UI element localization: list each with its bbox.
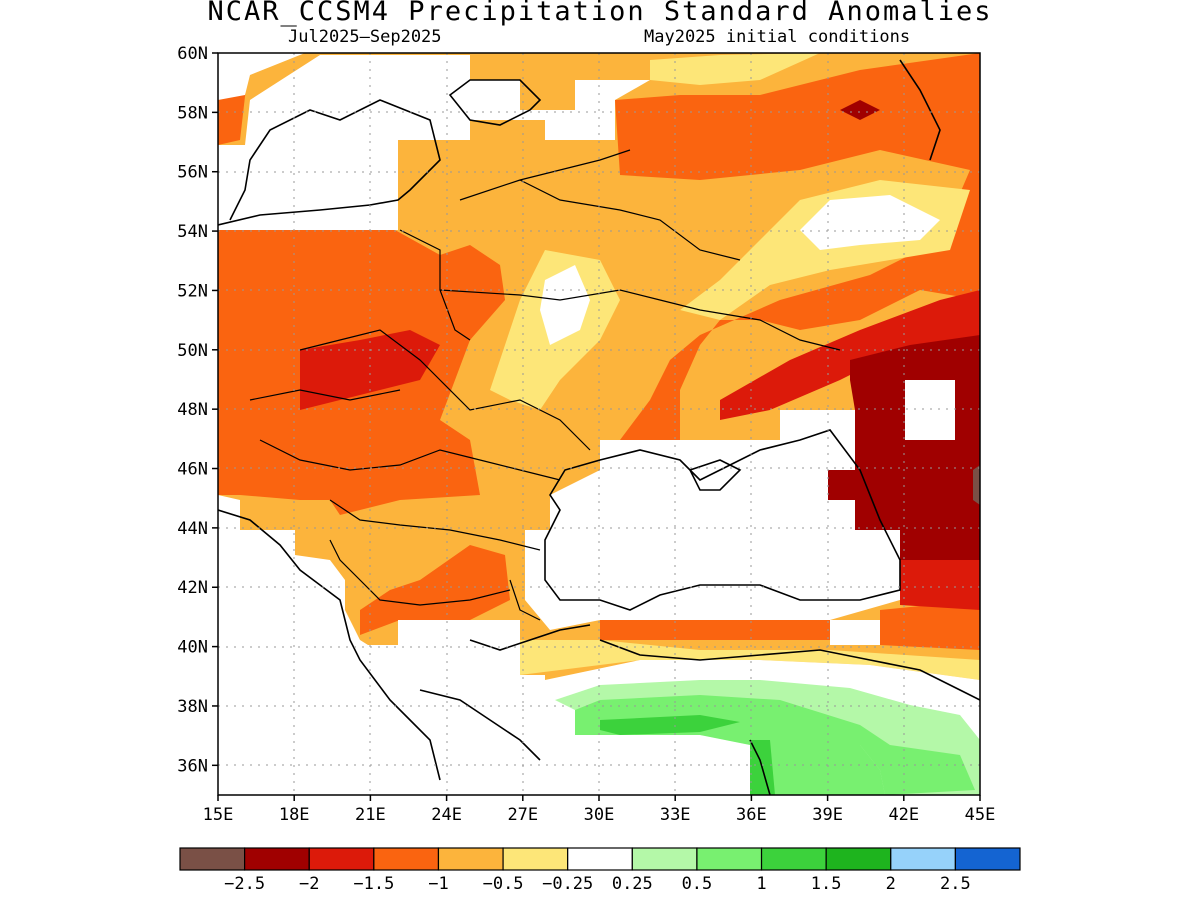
colorbar-label: 2.5	[940, 874, 971, 894]
lat-tick-label: 40N	[177, 638, 208, 658]
colorbar-swatch	[308, 847, 375, 871]
colorbar-swatch	[696, 847, 763, 871]
lat-tick-label: 54N	[177, 222, 208, 242]
colorbar-swatch	[631, 847, 698, 871]
colorbar: −2.5 −2 −1.5 −1 −0.5 −0.25 0.25 0.5 1 1.5 2 2.5	[179, 847, 1021, 894]
colorbar-swatch	[502, 847, 569, 871]
colorbar-swatch	[954, 847, 1021, 871]
lat-tick-label: 36N	[177, 756, 208, 776]
lat-tick-label: 44N	[177, 519, 208, 539]
lat-tick-label: 50N	[177, 341, 208, 361]
colorbar-label: −2	[299, 874, 319, 894]
lon-tick-label: 18E	[279, 805, 310, 825]
lon-tick-label: 15E	[203, 805, 234, 825]
initial-conditions: May2025 initial conditions	[644, 27, 911, 47]
lat-tick-label: 42N	[177, 578, 208, 598]
lat-tick-label: 56N	[177, 163, 208, 183]
lat-tick-label: 58N	[177, 103, 208, 123]
colorbar-label: −0.5	[483, 874, 524, 894]
colorbar-label: −1.5	[353, 874, 394, 894]
lon-tick-label: 30E	[584, 805, 615, 825]
lon-tick-label: 27E	[507, 805, 538, 825]
anomaly-field	[218, 53, 980, 795]
lat-tick-label: 60N	[177, 44, 208, 64]
lat-tick-label: 48N	[177, 400, 208, 420]
country-borders	[249, 149, 841, 621]
colorbar-swatch	[825, 847, 892, 871]
colorbar-label: 2	[886, 874, 896, 894]
coastlines	[218, 59, 980, 795]
colorbar-label: −0.25	[542, 874, 593, 894]
lon-tick-label: 42E	[888, 805, 919, 825]
colorbar-label: −2.5	[224, 874, 265, 894]
colorbar-swatch	[179, 847, 246, 871]
colorbar-label: 0.25	[612, 874, 653, 894]
colorbar-label: −1	[428, 874, 448, 894]
lon-tick-label: 33E	[660, 805, 691, 825]
lon-tick-label: 39E	[812, 805, 843, 825]
lon-tick-label: 24E	[431, 805, 462, 825]
forecast-period: Jul2025–Sep2025	[288, 27, 442, 47]
lat-tick-label: 52N	[177, 281, 208, 301]
colorbar-label: 0.5	[682, 874, 713, 894]
colorbar-label: 1	[756, 874, 766, 894]
latitude-axis: 60N 58N 56N 54N 52N 50N 48N 46N 44N 42N 40N 38N 36N	[177, 44, 218, 776]
longitude-axis: 15E 18E 21E 24E 27E 30E 33E 36E 39E 42E 45E	[203, 795, 996, 825]
colorbar-swatch	[437, 847, 504, 871]
lon-tick-label: 45E	[965, 805, 996, 825]
lon-tick-label: 36E	[736, 805, 767, 825]
colorbar-swatch	[567, 847, 633, 871]
lat-tick-label: 46N	[177, 460, 208, 480]
map-title: NCAR_CCSM4 Precipitation Standard Anomal…	[207, 0, 993, 27]
colorbar-label: 1.5	[811, 874, 842, 894]
colorbar-swatch	[244, 847, 310, 871]
lon-tick-label: 21E	[355, 805, 386, 825]
colorbar-swatch	[760, 847, 827, 871]
lat-tick-label: 38N	[177, 697, 208, 717]
colorbar-swatch	[373, 847, 440, 871]
colorbar-swatch	[890, 847, 956, 871]
